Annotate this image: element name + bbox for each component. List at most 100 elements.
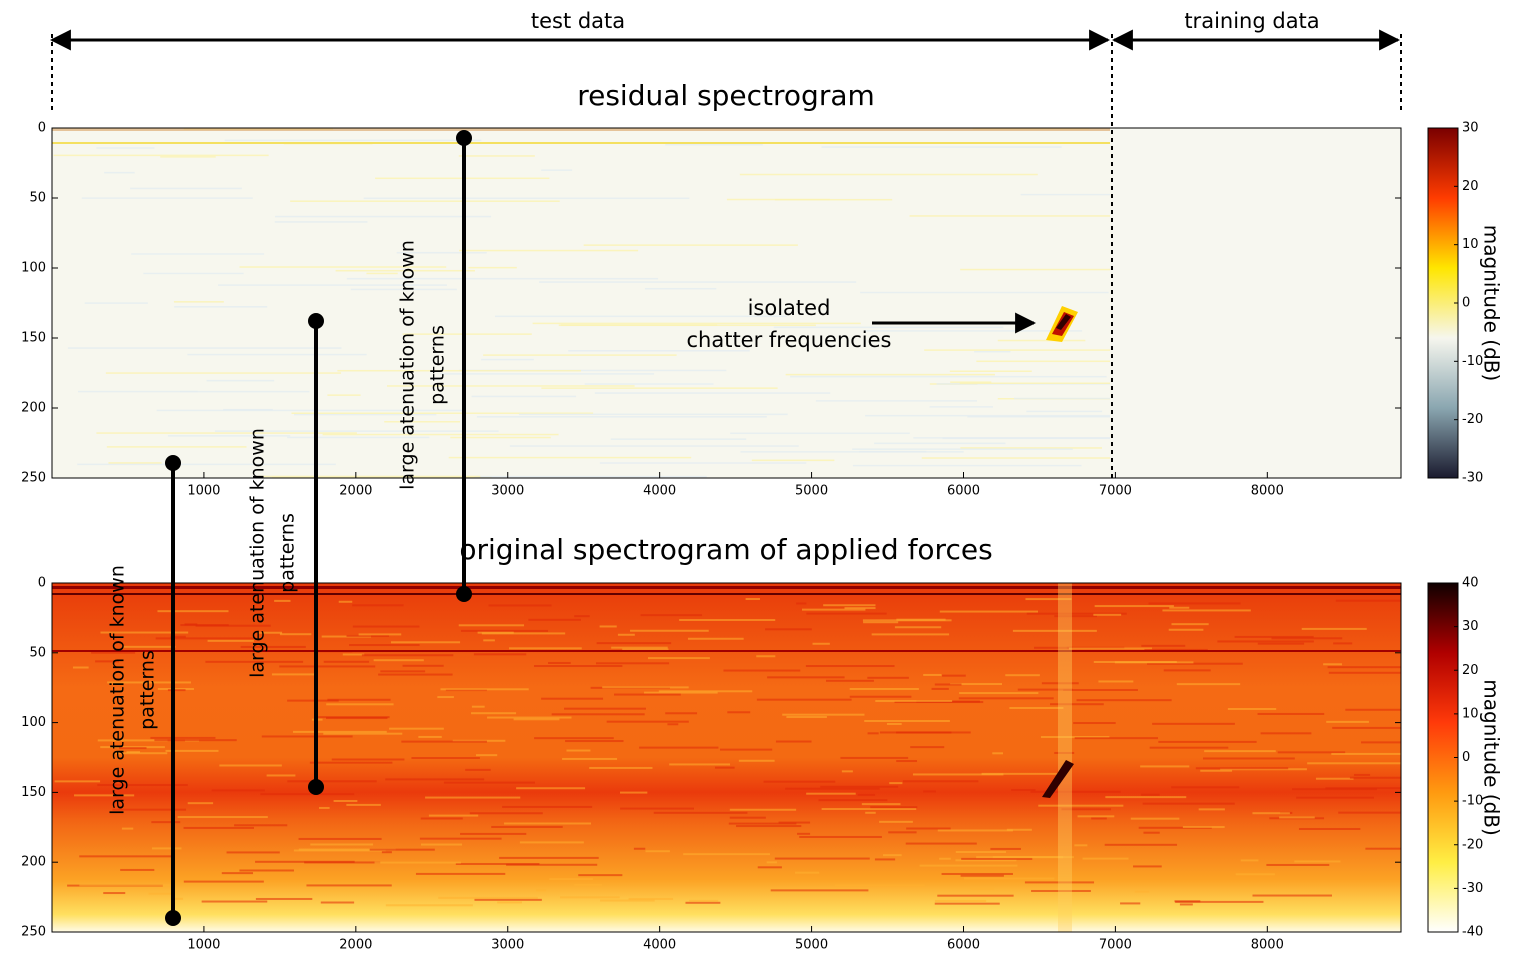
texture	[499, 856, 599, 859]
texture	[130, 187, 242, 190]
texture	[1195, 767, 1289, 770]
texture	[338, 600, 353, 603]
texture	[155, 637, 254, 640]
texture	[541, 169, 573, 171]
colorbar-tick-label: 40	[1462, 576, 1479, 591]
colorbar-tick-label: -30	[1462, 471, 1483, 486]
texture	[1134, 890, 1150, 893]
texture	[266, 774, 296, 777]
y-tick-label: 0	[38, 576, 46, 591]
texture	[84, 302, 148, 304]
annotation: isolated	[748, 296, 831, 320]
texture	[894, 626, 942, 629]
texture	[1353, 773, 1371, 776]
texture	[961, 857, 1033, 860]
texture	[617, 633, 635, 636]
texture	[226, 851, 280, 854]
annotation: patterns	[277, 513, 299, 593]
texture	[100, 631, 189, 634]
texture	[955, 851, 1007, 854]
texture	[1200, 769, 1233, 772]
y-tick-label: 100	[21, 261, 46, 276]
texture	[322, 433, 559, 436]
texture	[103, 892, 126, 895]
texture	[852, 448, 1073, 450]
texture	[782, 713, 865, 716]
texture	[864, 719, 950, 722]
texture	[815, 400, 977, 402]
texture	[1130, 817, 1180, 820]
texture	[610, 438, 747, 440]
texture	[723, 669, 801, 672]
texture	[1031, 889, 1091, 892]
texture	[1179, 903, 1193, 906]
texture	[97, 784, 188, 787]
texture	[875, 699, 953, 702]
texture	[106, 446, 247, 448]
texture	[1296, 796, 1374, 799]
texture	[840, 756, 909, 759]
texture	[1105, 796, 1187, 799]
texture	[460, 832, 527, 835]
texture	[1315, 777, 1354, 780]
texture	[1054, 751, 1075, 754]
colorbar-tick-label: -10	[1462, 354, 1483, 369]
texture	[981, 772, 1067, 775]
texture	[528, 618, 581, 621]
texture	[223, 408, 273, 411]
texture	[714, 766, 735, 769]
texture	[568, 350, 750, 352]
x-tick-label: 1000	[187, 484, 220, 499]
texture	[306, 884, 392, 887]
texture	[1076, 699, 1172, 702]
texture	[390, 641, 461, 644]
texture	[539, 281, 857, 283]
texture	[1175, 900, 1264, 903]
texture	[583, 244, 798, 246]
texture	[622, 648, 669, 651]
texture	[888, 831, 917, 834]
texture	[1142, 802, 1235, 805]
texture	[645, 850, 670, 853]
colorbar-tick-label: 0	[1462, 296, 1470, 311]
texture	[857, 793, 876, 796]
texture	[796, 602, 807, 605]
texture	[821, 146, 1062, 148]
texture	[849, 687, 919, 690]
colorbar-tick-label: -30	[1462, 881, 1483, 896]
texture	[1058, 583, 1072, 932]
texture	[757, 866, 782, 869]
texture	[912, 773, 1004, 776]
texture	[599, 462, 807, 464]
colorbar-tick-label: 10	[1462, 237, 1479, 252]
texture	[667, 723, 679, 726]
texture	[882, 854, 902, 857]
texture	[425, 796, 521, 799]
texture	[863, 330, 1083, 332]
texture	[272, 476, 492, 479]
texture	[931, 687, 949, 690]
texture	[122, 645, 176, 648]
texture	[151, 821, 181, 824]
texture	[319, 806, 330, 809]
texture	[156, 409, 463, 412]
texture	[1182, 826, 1225, 829]
texture	[385, 904, 473, 907]
texture	[867, 676, 909, 679]
annotation: chatter frequencies	[686, 328, 891, 352]
texture	[596, 662, 670, 665]
texture	[1198, 808, 1225, 811]
texture	[560, 896, 620, 899]
texture	[474, 475, 707, 478]
texture	[600, 899, 655, 902]
texture	[1133, 865, 1162, 868]
texture	[1026, 410, 1103, 413]
texture	[352, 625, 420, 628]
texture	[459, 249, 639, 252]
texture	[1149, 746, 1229, 749]
texture	[1257, 642, 1305, 645]
texture	[799, 835, 882, 838]
texture	[476, 416, 767, 418]
texture	[1176, 683, 1241, 686]
texture	[950, 683, 1003, 686]
